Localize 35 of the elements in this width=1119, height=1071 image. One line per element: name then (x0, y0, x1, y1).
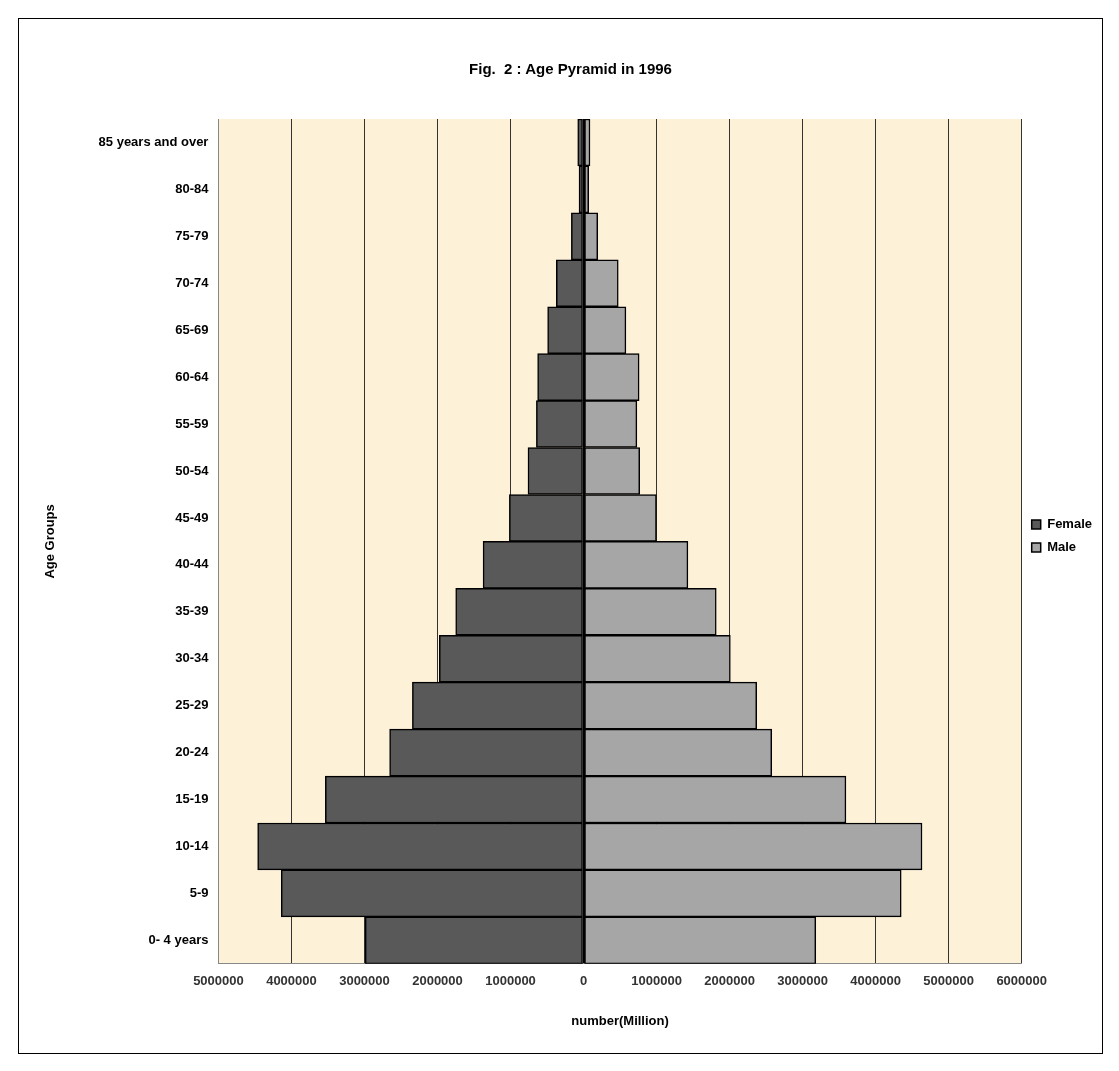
y-tick-label: 75-79 (175, 227, 209, 243)
x-tick-label: 0 (579, 973, 588, 989)
y-tick-label: 10-14 (175, 838, 210, 854)
x-tick-label: 5000000 (923, 973, 974, 989)
x-tick-label: 4000000 (266, 973, 317, 989)
y-tick-label: 50-54 (175, 462, 210, 478)
y-tick-label: 40-44 (175, 556, 210, 572)
x-tick-label: 3000000 (339, 973, 390, 989)
y-tick-label: 70-74 (175, 274, 210, 290)
x-axis-title: number(Million) (571, 1012, 669, 1028)
chart-title: Fig. 2 : Age Pyramid in 1996 (469, 60, 672, 78)
y-tick-label: 45-49 (175, 509, 209, 525)
x-tick-label: 1000000 (631, 973, 682, 989)
y-tick-label: 5-9 (189, 884, 209, 900)
y-tick-label: 35-39 (175, 603, 209, 619)
x-tick-label: 6000000 (996, 973, 1048, 989)
y-axis-title: Age Groups (42, 504, 58, 579)
x-tick-label: 2000000 (704, 973, 755, 989)
y-tick-label: 55-59 (175, 415, 209, 431)
legend-label: Female (1047, 516, 1093, 532)
x-tick-label: 2000000 (412, 973, 463, 989)
x-tick-label: 4000000 (850, 973, 901, 989)
y-tick-label: 65-69 (175, 321, 209, 337)
y-tick-label: 20-24 (175, 744, 210, 760)
y-tick-label: 0- 4 years (148, 931, 209, 947)
x-tick-label: 5000000 (193, 973, 244, 989)
y-tick-label: 80-84 (175, 180, 210, 196)
y-tick-label: 30-34 (175, 650, 210, 666)
y-tick-label: 85 years and over (98, 134, 209, 150)
x-tick-label: 1000000 (485, 973, 536, 989)
legend-label: Male (1047, 539, 1077, 555)
y-tick-label: 25-29 (175, 697, 209, 713)
y-tick-label: 60-64 (175, 368, 210, 384)
x-tick-label: 3000000 (777, 973, 828, 989)
y-tick-label: 15-19 (175, 791, 209, 807)
